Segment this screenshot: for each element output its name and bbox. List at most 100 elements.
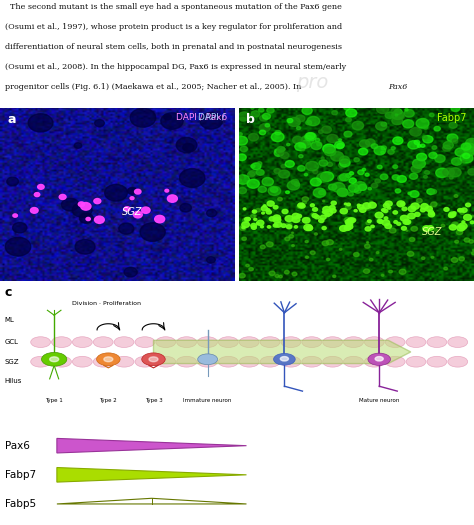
Circle shape [462, 161, 465, 163]
Circle shape [273, 224, 278, 227]
Circle shape [252, 163, 261, 170]
Circle shape [322, 241, 329, 246]
Circle shape [411, 165, 421, 173]
Circle shape [423, 126, 428, 129]
Circle shape [183, 143, 194, 152]
Circle shape [431, 213, 435, 215]
Circle shape [292, 245, 294, 247]
Circle shape [278, 152, 283, 155]
Circle shape [167, 195, 177, 202]
Circle shape [303, 218, 307, 221]
Circle shape [242, 222, 249, 227]
Circle shape [280, 356, 289, 361]
Circle shape [310, 251, 315, 255]
Circle shape [275, 130, 281, 135]
Circle shape [358, 205, 364, 209]
Circle shape [273, 353, 295, 365]
Circle shape [384, 217, 388, 219]
Circle shape [381, 151, 384, 154]
Circle shape [266, 208, 270, 212]
Circle shape [394, 109, 402, 115]
Circle shape [327, 240, 333, 245]
Circle shape [263, 205, 266, 207]
Circle shape [285, 161, 294, 167]
Circle shape [260, 337, 280, 348]
Circle shape [240, 117, 246, 121]
Circle shape [242, 237, 246, 240]
Circle shape [365, 244, 370, 248]
Circle shape [287, 181, 300, 190]
Circle shape [449, 225, 456, 230]
Circle shape [359, 148, 368, 155]
Circle shape [412, 159, 426, 169]
Circle shape [284, 270, 289, 274]
Circle shape [339, 156, 349, 163]
Circle shape [455, 148, 466, 156]
Circle shape [124, 267, 137, 277]
Circle shape [382, 220, 390, 225]
Circle shape [385, 224, 392, 228]
Circle shape [253, 211, 255, 212]
Circle shape [260, 245, 265, 249]
Circle shape [177, 337, 197, 348]
Circle shape [114, 337, 134, 348]
Circle shape [377, 165, 382, 169]
Circle shape [271, 132, 284, 142]
Circle shape [465, 147, 474, 155]
Polygon shape [57, 468, 246, 482]
Circle shape [267, 226, 271, 228]
Text: Fabp5: Fabp5 [5, 499, 36, 509]
Circle shape [365, 227, 371, 231]
Circle shape [344, 106, 350, 110]
Circle shape [449, 212, 456, 217]
Circle shape [452, 223, 458, 227]
Circle shape [298, 141, 307, 148]
Circle shape [332, 111, 337, 115]
Circle shape [292, 136, 302, 144]
Circle shape [346, 109, 357, 117]
Circle shape [364, 269, 370, 274]
Circle shape [370, 201, 373, 203]
Circle shape [251, 165, 255, 167]
Circle shape [434, 127, 440, 131]
Circle shape [298, 165, 305, 171]
Circle shape [358, 170, 364, 175]
Circle shape [393, 211, 398, 214]
Circle shape [451, 158, 462, 165]
Circle shape [427, 337, 447, 348]
Circle shape [410, 173, 418, 180]
Circle shape [395, 189, 401, 193]
Circle shape [362, 169, 365, 171]
Circle shape [251, 215, 255, 218]
Circle shape [305, 240, 308, 243]
Circle shape [405, 109, 408, 111]
Circle shape [119, 223, 134, 234]
Circle shape [428, 212, 435, 217]
Circle shape [383, 209, 388, 213]
Circle shape [299, 155, 303, 158]
Circle shape [164, 114, 172, 120]
Text: Pax6: Pax6 [5, 440, 29, 450]
Circle shape [408, 192, 411, 195]
Circle shape [257, 162, 262, 165]
Circle shape [399, 269, 406, 274]
Circle shape [248, 133, 258, 141]
Circle shape [408, 213, 415, 219]
Circle shape [219, 337, 238, 348]
Circle shape [258, 186, 266, 192]
Circle shape [128, 187, 137, 194]
Text: GCL: GCL [5, 339, 18, 345]
Circle shape [338, 139, 341, 141]
Circle shape [391, 146, 395, 150]
Circle shape [62, 198, 79, 211]
Circle shape [424, 175, 428, 178]
Circle shape [322, 126, 331, 133]
Circle shape [466, 138, 474, 147]
Circle shape [277, 149, 283, 154]
Circle shape [267, 201, 274, 206]
Circle shape [375, 179, 380, 183]
Circle shape [302, 217, 310, 223]
Circle shape [432, 146, 437, 149]
Circle shape [456, 230, 463, 235]
Circle shape [404, 110, 414, 117]
